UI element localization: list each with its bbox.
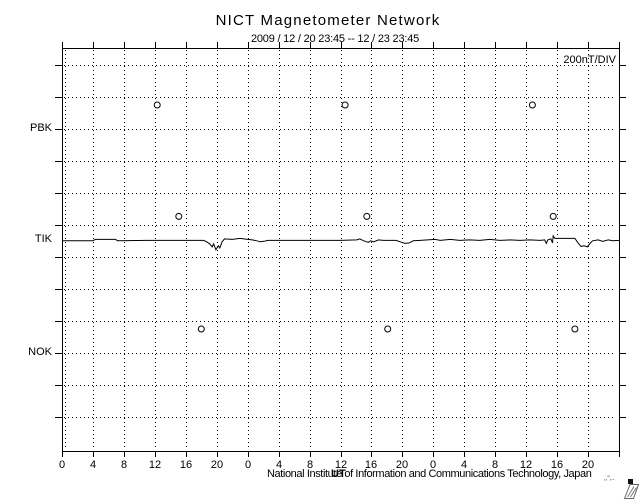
- x-tick-label: 8: [120, 459, 128, 471]
- fine-print-stamp: ,,'',..: [604, 476, 615, 482]
- date-range-subtitle: 2009 / 12 / 20 23:45 -- 12 / 23 23:45: [250, 33, 420, 45]
- data-point-circle-pbk: [153, 101, 161, 109]
- x-tick-label: 0: [244, 459, 252, 471]
- data-point-circle-tik: [175, 212, 183, 220]
- data-point-circle-nok: [384, 325, 392, 333]
- data-point-circle-pbk: [528, 101, 536, 109]
- x-tick-label: 4: [275, 459, 283, 471]
- page-title: NICT Magnetometer Network: [215, 12, 441, 29]
- institution-credit: National Institute of Information and Co…: [267, 468, 592, 480]
- x-tick-label: 12: [148, 459, 162, 471]
- x-tick-label: 12: [334, 459, 348, 471]
- scale-per-division-label: 200nT/DIV: [563, 54, 616, 66]
- x-tick-label: 16: [550, 459, 564, 471]
- resize-grip-icon[interactable]: [621, 483, 640, 500]
- x-tick-label: 12: [519, 459, 533, 471]
- x-tick-label: 20: [210, 459, 224, 471]
- trace-tik: [62, 234, 620, 251]
- data-point-circle-pbk: [341, 101, 349, 109]
- x-tick-label: 16: [179, 459, 193, 471]
- x-tick-label: 20: [395, 459, 409, 471]
- stamp-square-mark: [628, 479, 633, 484]
- x-tick-label: 0: [429, 459, 437, 471]
- x-tick-label: 20: [581, 459, 595, 471]
- data-point-circle-tik: [363, 212, 371, 220]
- data-point-circle-tik: [549, 212, 557, 220]
- station-label-pbk: PBK: [29, 122, 52, 134]
- x-tick-label: 4: [460, 459, 468, 471]
- x-tick-label: 8: [306, 459, 314, 471]
- x-tick-label: 0: [58, 459, 66, 471]
- x-tick-label: 4: [89, 459, 97, 471]
- data-point-circle-nok: [197, 325, 205, 333]
- x-tick-label: 16: [364, 459, 378, 471]
- station-label-nok: NOK: [28, 346, 52, 358]
- x-tick-label: 8: [491, 459, 499, 471]
- data-point-circle-nok: [571, 325, 579, 333]
- station-label-tik: TIK: [34, 233, 52, 245]
- x-axis-unit-label: UT: [331, 468, 346, 480]
